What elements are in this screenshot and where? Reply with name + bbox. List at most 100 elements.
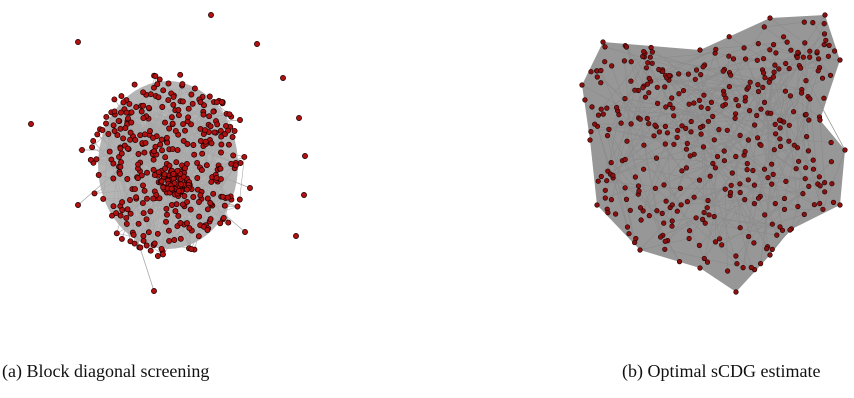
- panel-b-node: [600, 111, 606, 117]
- panel-a-node: [188, 246, 195, 253]
- panel-b-edge: [746, 64, 776, 90]
- panel-a-node: [103, 113, 110, 120]
- panel-a-node: [202, 127, 209, 134]
- panel-a-node: [123, 214, 130, 221]
- panel-b-edge: [690, 53, 716, 122]
- panel-b-node: [657, 234, 664, 240]
- panel-b-node: [662, 141, 668, 147]
- panel-b-node: [811, 202, 818, 208]
- panel-b-edge: [640, 118, 709, 201]
- panel-b-node: [842, 147, 848, 153]
- panel-b-node: [837, 57, 843, 63]
- panel-a-edge: [108, 133, 121, 148]
- panel-b-node: [750, 167, 756, 174]
- panel-a-node: [183, 186, 190, 193]
- panel-b-edge: [604, 46, 701, 75]
- panel-a-node: [168, 202, 175, 208]
- panel-b-edge: [788, 125, 819, 185]
- panel-a-node: [191, 85, 198, 92]
- panel-b-node: [691, 100, 697, 106]
- panel-a-node: [174, 147, 181, 154]
- panel-b-node: [802, 40, 808, 46]
- panel-b-node: [760, 56, 767, 62]
- panel-b-node: [784, 39, 790, 45]
- panel-b-node: [782, 88, 789, 94]
- panel-a-node: [151, 84, 157, 91]
- panel-a-node: [147, 91, 154, 98]
- panel-b-node: [817, 117, 823, 123]
- panel-b-node: [692, 76, 698, 82]
- panel-b-node: [662, 246, 668, 252]
- panel-b-edge: [666, 77, 758, 139]
- panel-b-node: [721, 148, 727, 154]
- panel-b-node: [737, 181, 743, 187]
- panel-a-node: [152, 73, 159, 80]
- panel-a-node: [111, 96, 118, 103]
- panel-a-node: [140, 232, 147, 239]
- panel-b-node: [814, 49, 820, 55]
- panel-b-node: [632, 174, 639, 180]
- panel-a-node: [99, 127, 106, 134]
- panel-a-node: [147, 208, 154, 215]
- panel-a-node: [124, 176, 131, 182]
- panel-b-node: [748, 264, 754, 271]
- panel-b-node: [765, 175, 771, 181]
- panel-b-node: [776, 117, 783, 123]
- panel-a-node: [179, 98, 186, 105]
- panel-b-node: [788, 47, 794, 53]
- panel-a-node: [225, 219, 232, 226]
- panel-a-node: [163, 134, 170, 141]
- panel-b-edge: [612, 133, 702, 176]
- panel-b-edge: [639, 238, 690, 251]
- panel-b-node: [801, 211, 807, 217]
- panel-b-edge: [760, 53, 799, 110]
- panel-b-node: [662, 123, 669, 129]
- panel-b-node: [641, 48, 647, 55]
- panel-b-node: [623, 196, 630, 202]
- panel-a-node: [174, 167, 181, 174]
- panel-a-edge: [148, 118, 211, 127]
- panel-a-node: [177, 71, 184, 78]
- panel-b-node: [618, 120, 624, 126]
- panel-b-node: [677, 185, 684, 191]
- panel-b-node: [627, 207, 633, 213]
- panel-b-node: [674, 208, 680, 214]
- panel-b-node: [622, 95, 628, 102]
- panel-a-node: [234, 203, 241, 210]
- panel-a-node: [138, 108, 145, 115]
- panel-a-node: [181, 193, 188, 199]
- panel-b-edge: [662, 48, 716, 72]
- panel-b-node: [747, 79, 753, 85]
- panel-a-node: [161, 171, 168, 178]
- panel-a-node: [190, 194, 197, 200]
- panel-a-node: [89, 144, 96, 151]
- panel-b-node: [697, 265, 703, 271]
- panel-a-edge: [150, 180, 162, 251]
- panel-b-node: [649, 49, 656, 55]
- panel-b-edge: [756, 65, 800, 116]
- panel-a-node: [91, 190, 98, 197]
- panel-b-node: [671, 113, 677, 119]
- panel-a-node: [186, 225, 193, 232]
- panel-b-node: [676, 71, 682, 77]
- panel-a-node: [213, 99, 220, 106]
- panel-b-node: [821, 41, 827, 48]
- panel-b-node: [654, 100, 661, 106]
- panel-b-edge: [669, 104, 728, 131]
- panel-a-node: [113, 230, 120, 237]
- panel-b-node: [791, 142, 797, 148]
- panel-a-node: [214, 121, 221, 128]
- panel-b-node: [642, 94, 649, 100]
- panel-b-node: [721, 158, 728, 164]
- panel-a-node: [117, 109, 124, 116]
- panel-b-node: [691, 194, 697, 200]
- panel-b-node: [772, 201, 778, 207]
- panel-b-node: [714, 153, 721, 160]
- panel-a-node: [133, 104, 140, 111]
- panel-a-node: [111, 128, 118, 134]
- panel-b-node: [770, 41, 777, 48]
- panel-a-node: [143, 242, 150, 249]
- panel-b-edge: [638, 117, 749, 141]
- panel-b-node: [763, 246, 770, 252]
